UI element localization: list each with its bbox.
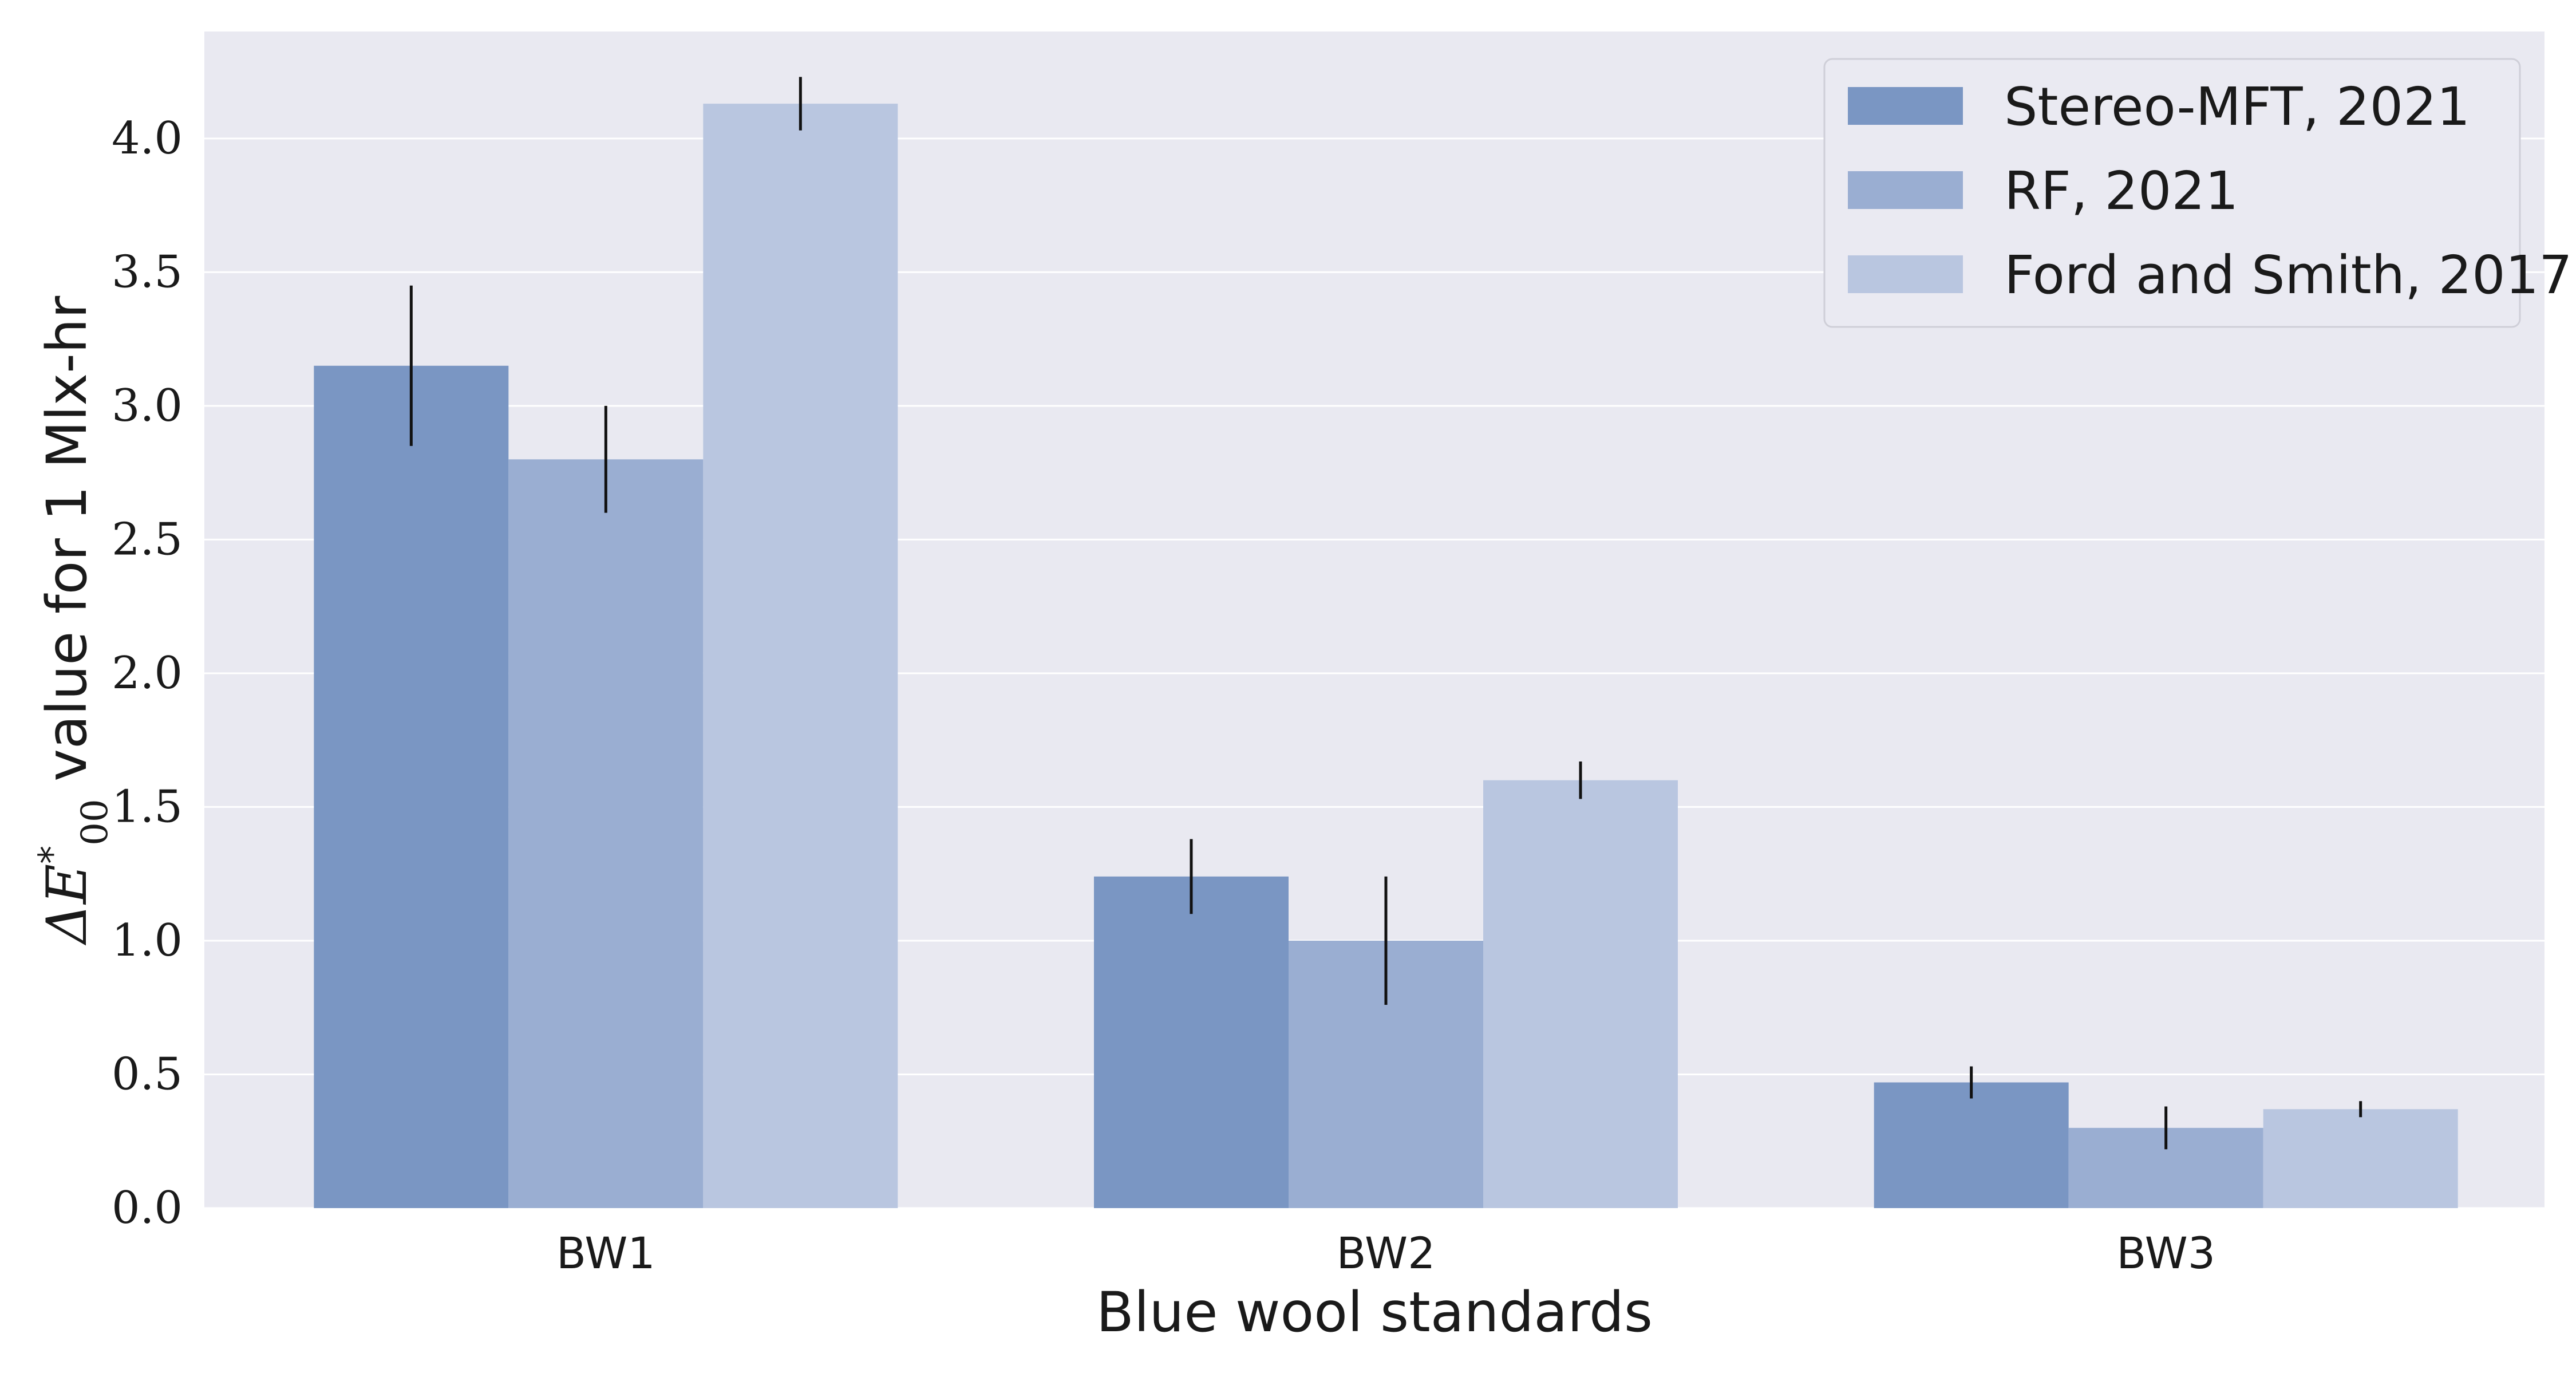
y-tick-label: 2.0 [112,648,183,699]
bar [1094,876,1289,1208]
y-tick-label: 1.5 [112,781,183,832]
bars [314,104,2458,1208]
legend-box [1823,58,2521,328]
x-axis-title: Blue wool standards [1096,1280,1653,1344]
y-axis-title-subscript: 00 [74,799,116,845]
y-tick-label: 2.5 [112,514,183,565]
bar [314,365,509,1208]
legend-swatch [1848,171,1963,209]
y-tick-label: 0.5 [112,1048,183,1100]
x-tick-label: BW2 [1337,1228,1436,1279]
bar [1874,1082,2069,1208]
bar [508,459,704,1208]
legend-swatch [1848,87,1963,125]
y-axis-title: ΔE*00 value for 1 Mlx-hr [31,295,116,946]
x-tick-label: BW3 [2116,1228,2215,1279]
bar [703,104,898,1208]
y-axis-title-prefix: ΔE [35,864,99,946]
legend: Stereo-MFT, 2021 RF, 2021 Ford and Smith, … [1823,58,2573,328]
bar [1483,780,1678,1208]
y-axis-title-suffix: value for 1 Mlx-hr [35,295,99,799]
y-tick-label: 4.0 [112,113,183,164]
y-tick-label: 0.0 [112,1182,183,1234]
legend-items: Stereo-MFT, 2021 RF, 2021 Ford and Smith, … [1848,76,2573,306]
y-tick-label: 3.0 [112,380,183,432]
legend-label: Ford and Smith, 2017 [2004,244,2573,306]
y-tick-label: 3.5 [112,246,183,298]
y-tick-labels: 0.0 0.5 1.0 1.5 2.0 2.5 3.0 3.5 4.0 [112,113,183,1234]
y-axis-title-superscript: * [31,846,74,864]
bar [2263,1109,2458,1208]
y-tick-label: 1.0 [112,915,183,966]
x-tick-label: BW1 [556,1228,655,1279]
legend-label: RF, 2021 [2004,160,2238,222]
error-bars [409,77,2362,1150]
legend-swatch [1848,255,1963,293]
x-tick-labels: BW1 BW2 BW3 [556,1228,2215,1279]
legend-label: Stereo-MFT, 2021 [2004,76,2470,137]
